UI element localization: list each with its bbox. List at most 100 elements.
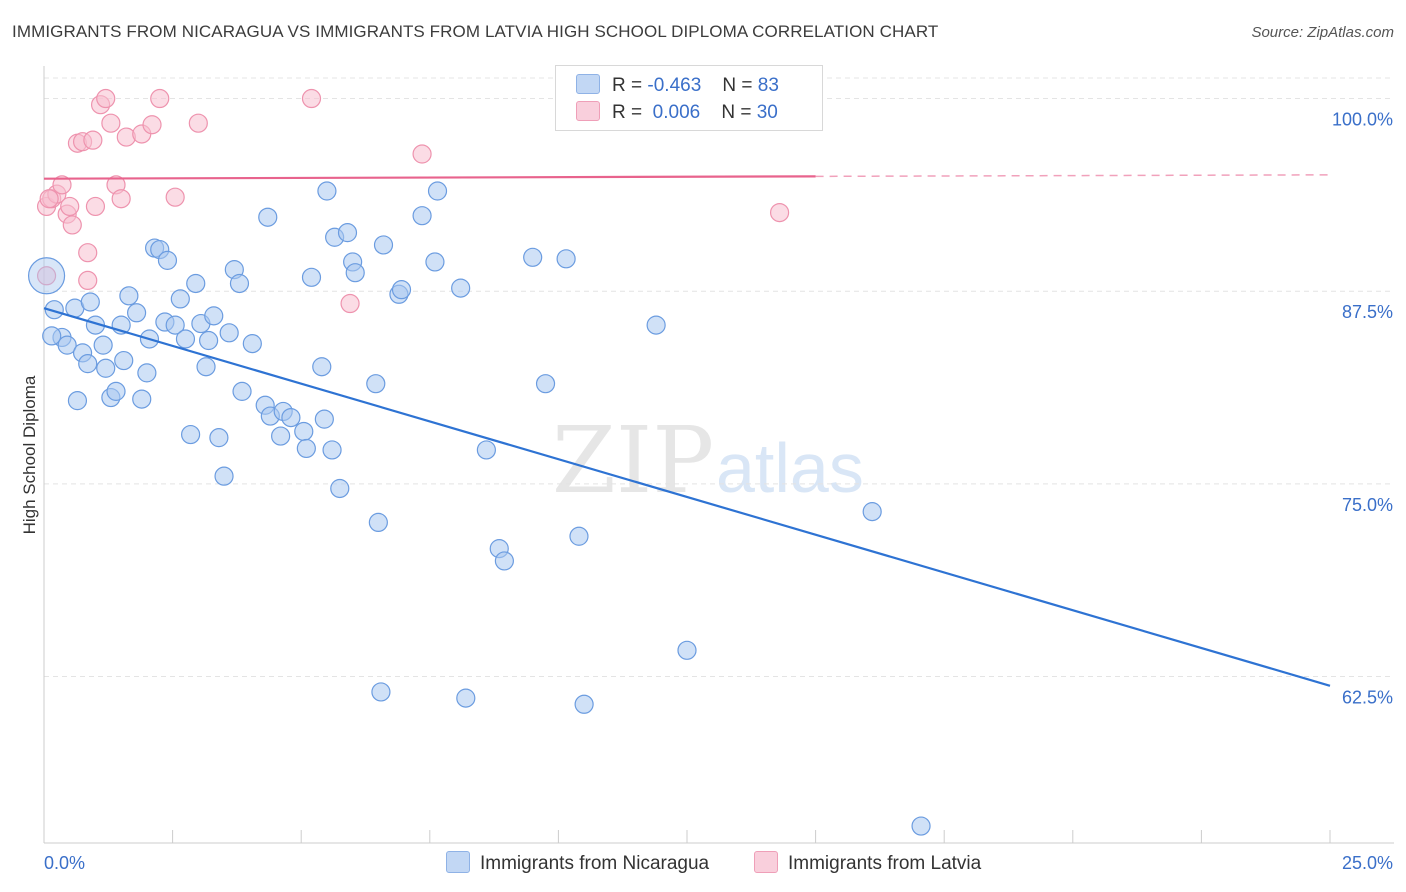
trendline-latvia — [43, 175, 816, 180]
latvia-point — [412, 144, 432, 164]
nicaragua-point — [242, 334, 262, 354]
latvia-point — [142, 115, 162, 135]
nicaragua-point — [271, 426, 291, 446]
nicaragua-point — [119, 286, 139, 306]
legend-n-value-latvia: 30 — [756, 102, 778, 123]
nicaragua-point — [57, 335, 77, 355]
nicaragua-point — [646, 315, 666, 335]
latvia-point — [78, 243, 98, 263]
nicaragua-point — [330, 478, 350, 499]
bottom-legend-latvia: Immigrants from Latvia — [754, 851, 981, 875]
latvia-point — [52, 175, 72, 195]
nicaragua-point — [126, 303, 147, 323]
latvia-point — [36, 266, 57, 286]
chart-source: Source: ZipAtlas.com — [1251, 24, 1394, 41]
nicaragua-point — [296, 438, 316, 459]
nicaragua-point — [535, 374, 556, 394]
legend-row-nicaragua: R = -0.463 N = 83 — [576, 74, 779, 98]
latvia-point — [96, 88, 116, 109]
nicaragua-point — [78, 354, 98, 374]
nicaragua-point — [317, 181, 337, 201]
nicaragua-point — [204, 306, 224, 326]
y-tick-label: 100.0% — [1332, 110, 1393, 130]
nicaragua-point — [345, 263, 365, 283]
nicaragua-point — [157, 250, 178, 270]
nicaragua-point — [368, 512, 388, 533]
nicaragua-point — [93, 335, 113, 355]
nicaragua-point — [523, 247, 543, 267]
nicaragua-point — [27, 257, 66, 295]
nicaragua-point — [137, 363, 157, 383]
nicaragua-point — [312, 357, 332, 377]
legend-swatch-latvia — [576, 101, 600, 121]
bottom-legend-nicaragua: Immigrants from Nicaragua — [446, 851, 709, 875]
nicaragua-point — [574, 694, 594, 714]
nicaragua-point — [456, 688, 476, 708]
nicaragua-point — [199, 330, 219, 351]
nicaragua-point — [186, 273, 206, 294]
latvia-point — [101, 113, 121, 133]
nicaragua-point — [371, 682, 391, 702]
nicaragua-point — [373, 235, 394, 255]
legend-row-latvia: R = 0.006 N = 30 — [576, 101, 778, 125]
nicaragua-point — [181, 424, 201, 445]
legend-swatch-nicaragua — [576, 74, 600, 94]
nicaragua-point — [175, 329, 196, 349]
latvia-point — [116, 127, 136, 147]
nicaragua-point — [229, 273, 250, 294]
latvia-point — [769, 202, 790, 223]
nicaragua-point — [366, 374, 386, 394]
nicaragua-point — [911, 816, 931, 836]
nicaragua-point — [451, 278, 471, 298]
bottom-legend-label-latvia: Immigrants from Latvia — [788, 853, 982, 874]
nicaragua-point — [106, 381, 126, 401]
latvia-point — [165, 187, 185, 207]
latvia-point — [83, 130, 103, 150]
latvia-point — [301, 88, 322, 109]
x-tick-label: 0.0% — [44, 853, 85, 873]
nicaragua-point — [281, 407, 301, 428]
nicaragua-point — [294, 421, 314, 442]
nicaragua-point — [165, 315, 185, 335]
legend-r-label: R = — [612, 75, 643, 96]
latvia-point — [111, 189, 131, 209]
nicaragua-point — [219, 323, 239, 343]
nicaragua-point — [42, 326, 62, 346]
nicaragua-point — [96, 358, 116, 378]
correlation-legend: R = -0.463 N = 83 R = 0.006 N = 30 — [555, 65, 823, 131]
tick-labels: 100.0% 87.5% 75.0% 62.5% 0.0% 25.0% — [44, 110, 1393, 873]
trendline-latvia-extension — [815, 174, 1331, 178]
legend-n-label: N = — [722, 75, 753, 96]
nicaragua-point — [67, 391, 88, 411]
nicaragua-point — [232, 381, 252, 401]
y-tick-label: 75.0% — [1342, 495, 1393, 515]
legend-r-value-nicaragua: -0.463 — [647, 75, 702, 96]
legend-n-value-nicaragua: 83 — [757, 75, 779, 96]
latvia-point — [150, 88, 170, 109]
nicaragua-point — [427, 181, 448, 201]
y-tick-label: 87.5% — [1342, 302, 1393, 322]
nicaragua-point — [44, 300, 64, 320]
nicaragua-point — [132, 389, 152, 409]
nicaragua-point — [677, 640, 697, 660]
watermark: ZIP atlas — [552, 407, 864, 514]
legend-r-label: R = — [612, 102, 643, 123]
nicaragua-point — [425, 252, 445, 272]
x-tick-label: 25.0% — [1342, 853, 1393, 873]
watermark-atlas: atlas — [716, 429, 864, 507]
latvia-point — [85, 196, 106, 217]
nicaragua-point — [862, 502, 882, 522]
nicaragua-point — [569, 526, 589, 546]
gridlines — [44, 77, 1394, 678]
latvia-point — [60, 196, 80, 217]
bottom-legend-swatch-latvia — [754, 851, 778, 873]
nicaragua-point — [556, 249, 576, 269]
nicaragua-point — [412, 206, 432, 226]
y-tick-label: 62.5% — [1342, 688, 1393, 708]
legend-n-label: N = — [721, 102, 752, 123]
nicaragua-point — [337, 223, 358, 243]
bottom-legend-swatch-nicaragua — [446, 851, 470, 873]
bottom-legend-label-nicaragua: Immigrants from Nicaragua — [480, 853, 710, 874]
nicaragua-point — [196, 357, 216, 377]
